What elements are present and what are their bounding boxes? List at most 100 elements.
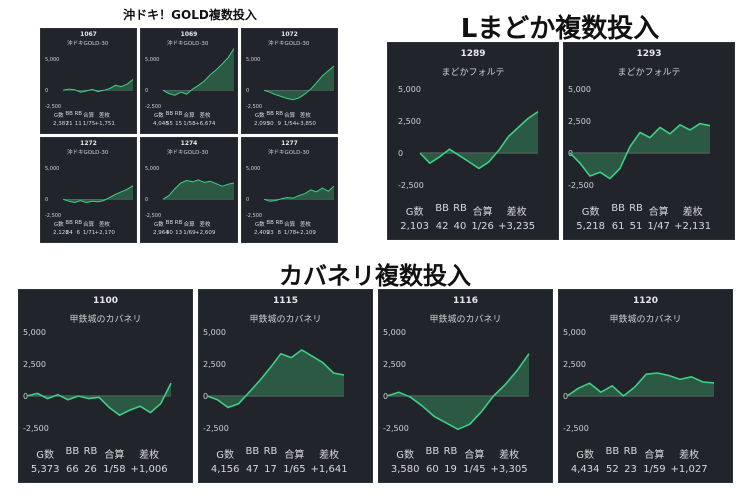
machine-name: まどかフォルテ [617, 68, 681, 78]
stat-header-bb: BB [605, 446, 620, 457]
y-tick-label: 0 [563, 392, 568, 401]
stat-header-gassan: 合算 [83, 113, 95, 119]
stat-gassan: 1/47 [647, 221, 670, 232]
y-tick-label: -2,500 [568, 181, 594, 190]
stat-header-bb: BB [266, 111, 274, 117]
stat-g: 2,095 [254, 121, 270, 127]
stat-header-g: G数 [576, 450, 595, 461]
y-tick-label: -2,500 [23, 424, 49, 433]
machine-card-1072[interactable]: 1072 沖ドキGOLD-30 5,000 0 -2,500 G数 BB RB 合算 差枚 … [241, 28, 338, 134]
machine-card-1274[interactable]: 1274 沖ドキGOLD-30 5,000 0 -2,500 G数 BB RB 合算 差枚 … [140, 137, 238, 243]
graph: 5,000 0 -2,500 [246, 166, 335, 219]
y-tick-label: 5,000 [45, 57, 59, 63]
stat-header-samai: 差枚 [98, 113, 110, 119]
series-area [163, 179, 234, 200]
stat-rb: 6 [76, 230, 81, 236]
series-line [569, 122, 711, 180]
y-tick-label: 5,000 [145, 166, 159, 172]
stat-samai: +3,235 [498, 221, 536, 232]
series-line [162, 179, 235, 200]
stat-samai: +1,641 [310, 464, 348, 475]
graph: 5,000 0 -2,500 [45, 166, 134, 219]
y-tick-label: 5,000 [246, 166, 260, 172]
stat-header-gassan: 合算 [183, 222, 195, 228]
stat-bb: 55 [165, 121, 173, 127]
graph: 5,000 2,500 0 -2,500 [563, 328, 715, 433]
machine-number: 1116 [452, 296, 479, 306]
stat-header-samai: 差枚 [199, 222, 211, 228]
stat-bb: 24 [65, 230, 73, 236]
stat-header-gassan: 合算 [284, 450, 305, 461]
stat-samai: +1,006 [130, 464, 168, 475]
stat-gassan: 1/26 [471, 221, 494, 232]
machine-name: 甲鉄城のカバネリ [249, 315, 322, 325]
stat-header-bb: BB [165, 220, 174, 226]
y-tick-label: 0 [203, 392, 208, 401]
madoka-section-title: Lまどか複数投入 [460, 14, 660, 44]
stat-gassan: 1/58 [183, 121, 196, 127]
y-tick-label: 0 [45, 88, 48, 94]
machine-name: 沖ドキGOLD-30 [167, 41, 209, 47]
y-tick-label: 2,500 [398, 117, 421, 126]
y-tick-label: -2,500 [45, 213, 61, 219]
stat-rb: 8 [277, 230, 282, 236]
stat-header-samai: 差枚 [199, 113, 211, 119]
stat-gassan: 1/75 [82, 121, 96, 127]
y-tick-label: 5,000 [203, 328, 226, 337]
stat-header-gassan: 合算 [183, 113, 195, 119]
kabaneri-section-title: カバネリ複数投入 [279, 262, 471, 290]
gold-section-title: 沖ドキ！GOLD複数投入 [123, 8, 257, 22]
y-tick-label: 5,000 [246, 57, 260, 63]
graph: 5,000 0 -2,500 [45, 57, 134, 110]
y-tick-label: -2,500 [45, 104, 61, 110]
machine-card-1067[interactable]: 1067 沖ドキGOLD-30 5,000 0 -2,500 G数 BB RB 合算 差枚 … [40, 28, 137, 134]
stat-header-gassan: 合算 [648, 207, 669, 218]
machine-card-1116[interactable]: 1116 甲鉄城のカバネリ 5,000 2,500 0 -2,500 G数 BB RB 合算… [378, 289, 553, 483]
stat-header-gassan: 合算 [284, 113, 296, 119]
y-tick-label: 5,000 [45, 166, 59, 172]
stat-header-samai: 差枚 [499, 450, 520, 461]
machine-card-1277[interactable]: 1277 沖ドキGOLD-30 5,000 0 -2,500 G数 BB RB 合算 差枚 … [241, 137, 338, 243]
stat-gassan: 1/65 [283, 464, 306, 475]
stat-header-g: G数 [153, 222, 164, 228]
stat-gassan: 1/45 [463, 464, 486, 475]
machine-name: 甲鉄城のカバネリ [609, 315, 682, 325]
machine-card-1272[interactable]: 1272 沖ドキGOLD-30 5,000 0 -2,500 G数 BB RB 合算 差枚 … [40, 137, 137, 243]
machine-card-1289[interactable]: 1289 まどかフォルテ 5,000 2,500 0 -2,500 G数 BB RB 合算 差… [387, 42, 559, 240]
series-area [63, 185, 133, 203]
y-tick-label: 0 [398, 149, 403, 158]
stat-header-g: G数 [53, 113, 64, 119]
machine-card-1115[interactable]: 1115 甲鉄城のカバネリ 5,000 2,500 0 -2,500 G数 BB RB 合算… [198, 289, 373, 483]
stat-g: 5,218 [576, 221, 605, 232]
y-tick-label: 5,000 [398, 85, 421, 94]
stat-g: 2,128 [53, 230, 69, 236]
series-line [419, 110, 539, 170]
stat-gassan: 1/69 [183, 230, 196, 236]
stat-bb: 66 [66, 464, 79, 475]
stat-header-samai: 差枚 [299, 113, 311, 119]
stat-gassan: 1/78 [283, 230, 297, 236]
stat-bb: 30 [266, 121, 274, 127]
machine-name: 沖ドキGOLD-30 [167, 150, 209, 156]
series-line [162, 48, 235, 96]
y-tick-label: 5,000 [568, 85, 591, 94]
stat-header-samai: 差枚 [139, 450, 160, 461]
machine-number: 1272 [80, 140, 97, 147]
stat-g: 2,409 [254, 230, 270, 236]
y-tick-label: 0 [145, 88, 148, 94]
stat-header-bb: BB [65, 446, 80, 457]
stat-g: 3,580 [390, 464, 420, 475]
y-tick-label: 2,500 [568, 117, 591, 126]
stat-rb: 9 [277, 121, 282, 127]
machine-card-1069[interactable]: 1069 沖ドキGOLD-30 5,000 0 -2,500 G数 BB RB 合算 差枚 … [140, 28, 238, 134]
graph: 5,000 0 -2,500 [145, 48, 235, 110]
y-tick-label: 0 [45, 197, 48, 203]
stat-header-gassan: 合算 [284, 222, 296, 228]
y-tick-label: 0 [246, 197, 249, 203]
machine-card-1100[interactable]: 1100 甲鉄城のカバネリ 5,000 2,500 0 -2,500 G数 BB RB 合算… [18, 289, 193, 483]
series-area [570, 123, 710, 179]
stat-rb: 51 [629, 221, 643, 232]
machine-card-1120[interactable]: 1120 甲鉄城のカバネリ 5,000 2,500 0 -2,500 G数 BB RB 合算… [558, 289, 733, 483]
machine-number: 1067 [80, 31, 97, 38]
